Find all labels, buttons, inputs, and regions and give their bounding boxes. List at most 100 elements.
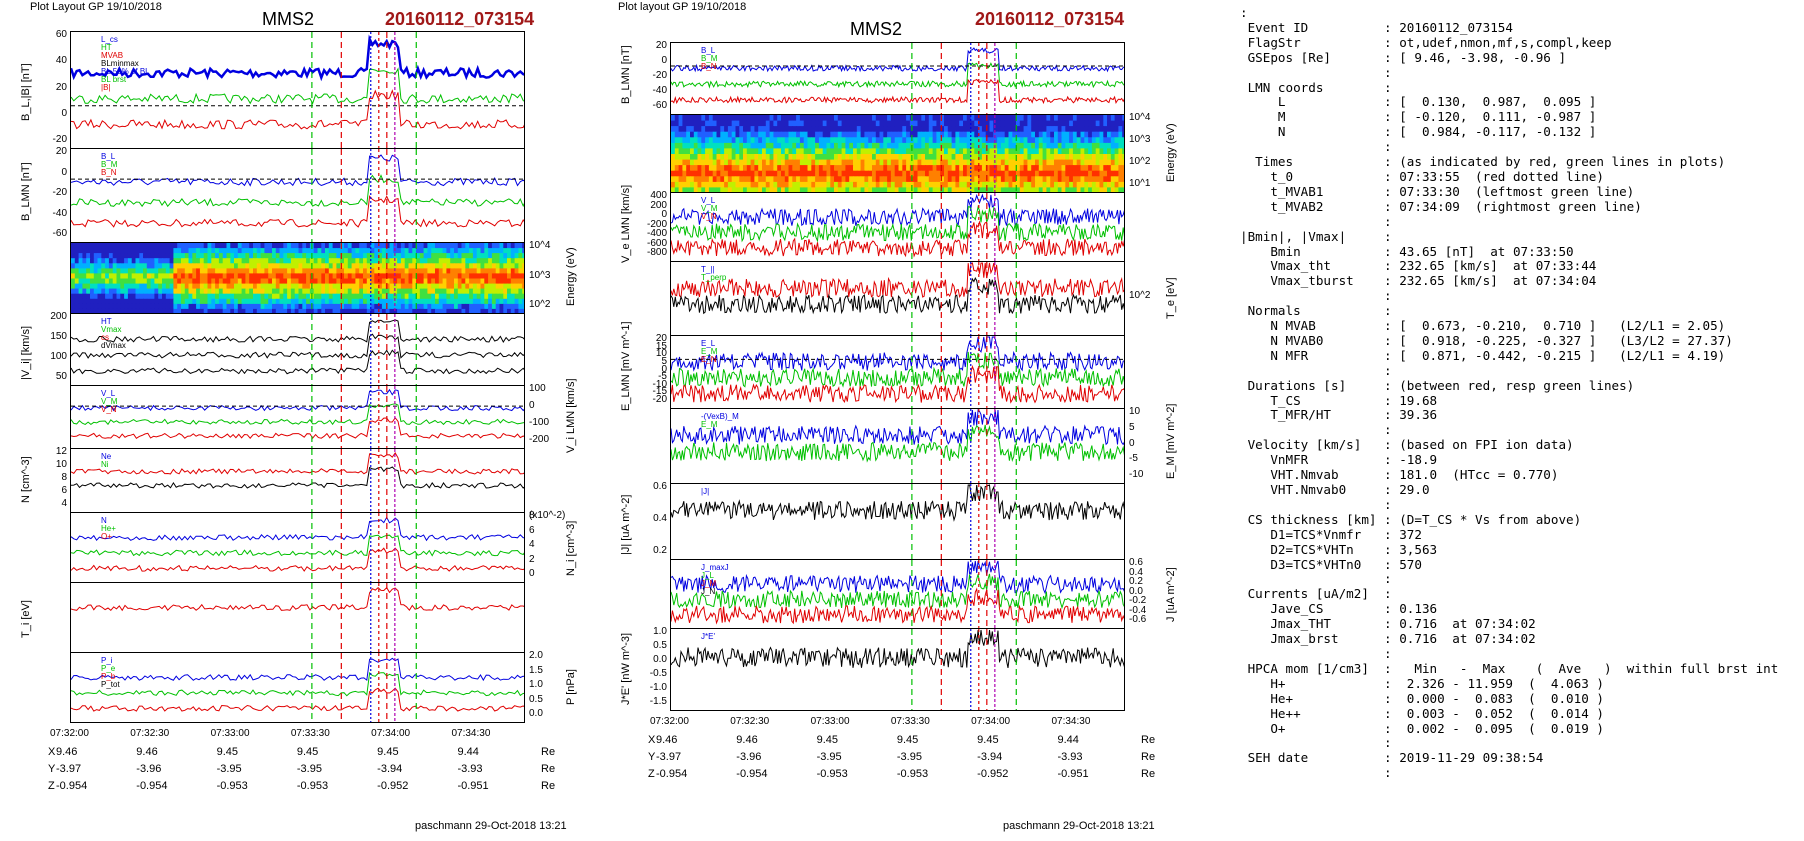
- mid-footer: paschmann 29-Oct-2018 13:21: [1003, 820, 1155, 832]
- y-tick-label: -0.4: [1129, 604, 1147, 616]
- ephemeris-value: -3.93: [457, 763, 483, 775]
- axis-label: J [uA m^-2]: [1165, 567, 1177, 623]
- legend-entry: J_L: [701, 571, 714, 580]
- y-tick-label: -10: [652, 378, 667, 390]
- legend-entry: J*E': [701, 632, 715, 641]
- y-tick-label: 12: [55, 446, 67, 457]
- y-tick-label: -40: [652, 85, 667, 96]
- y-tick-label: 60: [55, 29, 67, 40]
- ephemeris-value: -3.95: [296, 763, 322, 775]
- mid-panel-4: T_|| T_perp: [670, 261, 1125, 336]
- axis-label: J*E' [nW m^-3]: [620, 633, 632, 706]
- ephemeris-unit: Re: [1141, 734, 1156, 746]
- y-tick-label: -0.2: [1129, 595, 1147, 606]
- axis-label: |J| [uA m^-2]: [620, 494, 632, 555]
- left-title: MMS2: [262, 9, 315, 29]
- y-tick-label: 10: [1129, 406, 1141, 417]
- ephemeris-value: -3.96: [136, 763, 162, 775]
- ephemeris-unit: Re: [541, 746, 556, 758]
- y-tick-label: -200: [646, 218, 667, 230]
- ephemeris-value: 9.45: [296, 746, 319, 758]
- y-tick-label: 100: [529, 383, 546, 394]
- legend-entry: B_N: [101, 168, 117, 177]
- ephemeris-value: 9.45: [377, 746, 399, 758]
- left-layout-label: Plot Layout GP 19/10/2018: [30, 1, 162, 13]
- ephemeris-row-label: Z: [48, 780, 55, 792]
- legend-entry: dVmax: [101, 341, 126, 350]
- legend-entry: V_M: [701, 204, 718, 213]
- left-panel-3: [70, 242, 525, 314]
- y-tick-label: 150: [50, 331, 67, 342]
- ephemeris-value: 9.44: [1057, 734, 1079, 746]
- left-panel-2: B_L B_M B_N: [70, 148, 525, 243]
- legend-entry: V_N: [701, 212, 717, 221]
- legend-entry: T_perp: [701, 273, 727, 282]
- y-tick-label: 0: [661, 363, 667, 375]
- ephemeris-value: 9.45: [896, 734, 919, 746]
- legend-entry: J_maxJ: [701, 563, 729, 572]
- y-tick-label: 4: [529, 539, 535, 550]
- ephemeris-value: -0.954: [656, 768, 688, 780]
- y-tick-label: -100: [529, 417, 550, 428]
- axis-label: N_i [cm^-3]: [565, 520, 577, 576]
- ephemeris-value: -0.954: [736, 768, 768, 780]
- y-tick-label: 2.0: [529, 650, 543, 661]
- legend-entry: J_M: [701, 579, 716, 588]
- y-tick-label: -1.5: [649, 696, 667, 707]
- y-tick-label: 1.0: [653, 626, 667, 637]
- ephemeris-row-label: X: [48, 746, 56, 758]
- mid-panel-2: [670, 114, 1125, 193]
- y-tick-label: 20: [655, 333, 667, 344]
- ephemeris-row-label: Y: [48, 763, 56, 775]
- ephemeris-value: -3.93: [1057, 751, 1083, 763]
- y-tick-label: 40: [55, 55, 67, 67]
- legend-entry: E_M: [701, 420, 718, 429]
- legend-entry: V_L: [101, 389, 116, 398]
- y-tick-label: 6: [61, 485, 67, 496]
- mid-title: MMS2: [850, 19, 903, 39]
- axis-label: T_i [eV]: [20, 599, 32, 638]
- axis-label: B_LMN [nT]: [620, 45, 632, 104]
- ephemeris-value: -3.94: [377, 763, 403, 775]
- y-tick-label: -0.5: [649, 668, 667, 679]
- mid-panel-3: V_L V_M V_N: [670, 192, 1125, 262]
- legend-entry: P_tot: [101, 680, 120, 689]
- legend-entry: N: [101, 516, 107, 525]
- axis-label: P [nPa]: [565, 669, 577, 706]
- axis-label: E_LMN [mV m^-1]: [620, 320, 632, 411]
- y-tick-label: -60: [52, 228, 67, 239]
- axis-label: V_e LMN [km/s]: [620, 184, 632, 263]
- ephemeris-value: -3.95: [216, 763, 242, 775]
- axis-label: |V_i| [km/s]: [20, 326, 32, 381]
- y-tick-label: -20: [52, 134, 67, 145]
- ephemeris-value: -0.954: [136, 780, 168, 792]
- left-panel-1: L_cs HT MVAB BLminmax BL 50% of BL BL brst |B|: [70, 31, 525, 149]
- y-tick-label: -1.0: [649, 682, 667, 693]
- left-panel-9: P_i P_e P_b P_tot: [70, 652, 525, 723]
- legend-entry: He+: [101, 524, 116, 533]
- y-tick-label: -20: [652, 394, 667, 405]
- ephemeris-value: -3.97: [656, 751, 682, 763]
- y-tick-label: -600: [646, 237, 667, 249]
- y-tick-label: -0.6: [1129, 614, 1147, 625]
- axis-label: V_i LMN [km/s]: [565, 378, 577, 453]
- x-tick-label: 07:32:00: [50, 728, 89, 739]
- y-tick-label: 100: [50, 351, 67, 362]
- y-tick-label: 0.0: [1129, 585, 1143, 597]
- ephemeris-unit: Re: [1141, 768, 1156, 780]
- left-footer: paschmann 29-Oct-2018 13:21: [415, 820, 567, 832]
- legend-entry: MVAB: [101, 51, 123, 60]
- y-tick-label: 10^3: [1129, 134, 1151, 145]
- legend-entry: B_N: [701, 62, 717, 71]
- y-tick-label: 0.2: [653, 545, 667, 556]
- ephemeris-value: -0.952: [977, 768, 1009, 780]
- legend-entry: B_M: [101, 160, 118, 169]
- x-tick-label: 07:33:30: [290, 728, 330, 739]
- legend-entry: Ni: [101, 460, 109, 469]
- event-info-text: : Event ID : 20160112_073154 FlagStr : o…: [1240, 5, 1779, 781]
- legend-entry: BL 50% of BL: [101, 67, 150, 76]
- x-tick-label: 07:32:00: [650, 716, 689, 727]
- left-panel-6: Ne Ni: [70, 448, 525, 513]
- mid-panel-9: J*E': [670, 628, 1125, 711]
- ephemeris-unit: Re: [1141, 751, 1156, 763]
